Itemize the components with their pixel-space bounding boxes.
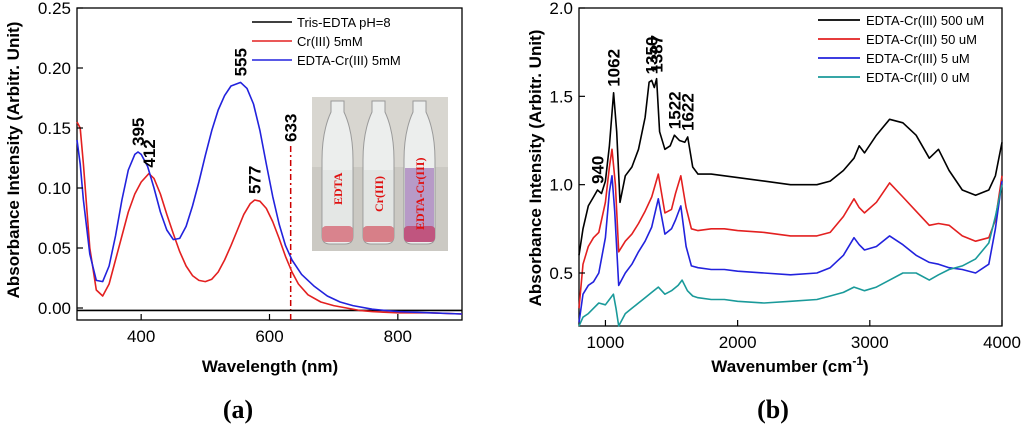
legend-label-cr-5mm: Cr(III) 5mM — [297, 34, 363, 49]
x-tick-label: 3000 — [851, 333, 889, 352]
panel-b-plot-frame — [578, 7, 1003, 327]
peak-label-1622: 1622 — [679, 93, 698, 131]
vial-edta-base — [322, 226, 353, 242]
vial-cr: Cr(III) — [362, 100, 395, 245]
panel-b-y-axis-label: Absorbance Intensity (Arbitr. Unit) — [526, 30, 545, 307]
panel-b-axes-ticks: 1000 2000 3000 4000 0.5 1.0 1.5 2.0 — [549, 0, 1021, 352]
series-line-edta-cr-iii-500-um — [578, 77, 1003, 256]
peak-label-395: 395 — [129, 118, 148, 146]
peak-label-940: 940 — [589, 156, 608, 184]
series-line-edta-cr-iii-0-um — [578, 184, 1003, 327]
panel-a: 400 600 800 0.00 0.05 0.10 0.15 0.20 0.25 395412… — [4, 0, 463, 424]
peak-label-1350: 1350 — [643, 37, 662, 75]
x-tick-label: 400 — [127, 327, 155, 346]
series-line-cr-iii-5mm — [76, 121, 463, 315]
legend-label-edta-cr-5mm: EDTA-Cr(III) 5mM — [297, 53, 401, 68]
legend-label-500um: EDTA-Cr(III) 500 uM — [866, 13, 984, 28]
vial-edta-cr-base — [404, 226, 435, 242]
panel-b-series-group — [578, 77, 1003, 327]
y-tick-label: 1.5 — [549, 87, 573, 106]
legend-label-0um: EDTA-Cr(III) 0 uM — [866, 70, 970, 85]
panel-a-633-label: 633 — [282, 114, 301, 142]
peak-label-555: 555 — [232, 48, 251, 76]
vial-cr-liquid — [364, 170, 393, 226]
legend-label-50um: EDTA-Cr(III) 50 uM — [866, 32, 977, 47]
panel-b-x-axis-label: Wavenumber (cm-1) — [711, 354, 868, 376]
vial-edta-label: EDTA — [331, 172, 345, 205]
y-tick-label: 0.10 — [38, 179, 71, 198]
peak-label-1522: 1522 — [665, 91, 684, 129]
vial-edta-cr-label: EDTA-Cr(III) — [413, 158, 427, 230]
vial-edta-liquid — [323, 170, 352, 226]
series-line-edta-cr-iii-50-um — [578, 148, 1003, 309]
legend-label-tris-edta: Tris-EDTA pH=8 — [297, 15, 391, 30]
panel-a-series-group — [76, 81, 463, 315]
inset-vial-photo: EDTA Cr(III) EDTA-Cr(III) — [312, 97, 448, 251]
panel-a-y-axis-label: Absorbance Intensity (Arbitr. Unit) — [4, 22, 23, 299]
x-tick-label: 4000 — [983, 333, 1021, 352]
panel-a-x-axis-label: Wavelength (nm) — [202, 357, 338, 376]
y-tick-label: 0.5 — [549, 264, 573, 283]
y-tick-label: 0.25 — [38, 0, 71, 18]
y-tick-label: 2.0 — [549, 0, 573, 18]
panel-a-caption: (a) — [223, 395, 253, 424]
vial-cr-base — [363, 226, 394, 242]
peak-label-577: 577 — [246, 166, 265, 194]
vial-edta: EDTA — [321, 100, 354, 245]
panel-a-legend: Tris-EDTA pH=8 Cr(III) 5mM EDTA-Cr(III) … — [252, 15, 401, 68]
panel-b-legend: EDTA-Cr(III) 500 uM EDTA-Cr(III) 50 uM E… — [818, 13, 984, 85]
x-tick-label: 800 — [384, 327, 412, 346]
peak-label-1387: 1387 — [648, 35, 667, 73]
peak-label-1062: 1062 — [605, 49, 624, 87]
vial-cr-label: Cr(III) — [372, 176, 386, 212]
panel-b-caption: (b) — [757, 395, 789, 424]
legend-label-5um: EDTA-Cr(III) 5 uM — [866, 51, 970, 66]
panel-b: 1000 2000 3000 4000 0.5 1.0 1.5 2.0 940 1062 1350… — [526, 0, 1021, 424]
x-tick-label: 600 — [255, 327, 283, 346]
panel-a-axes-ticks: 400 600 800 0.00 0.05 0.10 0.15 0.20 0.25 — [38, 0, 412, 346]
series-line-edta-cr-iii-5mm — [76, 81, 463, 315]
y-tick-label: 0.15 — [38, 119, 71, 138]
x-tick-label: 2000 — [719, 333, 757, 352]
vial-edta-cr: EDTA-Cr(III) — [403, 100, 436, 245]
y-tick-label: 0.05 — [38, 239, 71, 258]
series-line-edta-cr-iii-5-um — [578, 175, 1003, 323]
x-tick-label: 1000 — [587, 333, 625, 352]
vial-edta-cr-liquid — [405, 168, 434, 228]
y-tick-label: 0.20 — [38, 59, 71, 78]
y-tick-label: 1.0 — [549, 176, 573, 195]
peak-label-412: 412 — [140, 139, 159, 167]
y-tick-label: 0.00 — [38, 299, 71, 318]
